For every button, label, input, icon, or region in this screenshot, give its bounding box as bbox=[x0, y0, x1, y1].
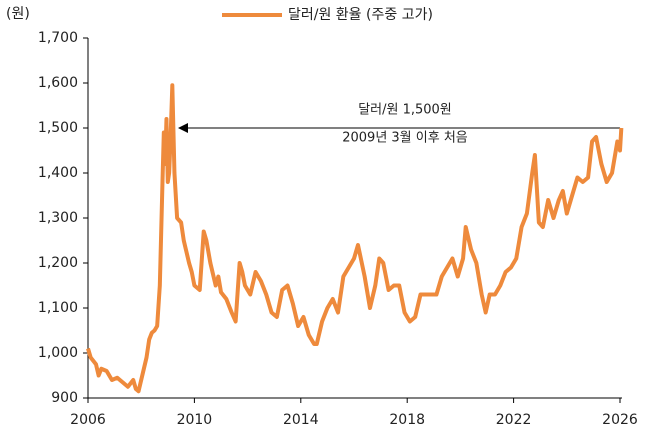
x-tick-label: 2010 bbox=[177, 412, 213, 428]
y-tick-label: 1,700 bbox=[38, 30, 78, 46]
arrow-head bbox=[178, 123, 188, 133]
y-tick-label: 1,500 bbox=[38, 120, 78, 136]
x-tick-label: 2022 bbox=[496, 412, 532, 428]
annotation: 달러/원 1,500원 bbox=[358, 103, 452, 118]
line-series bbox=[86, 83, 624, 394]
y-tick-label: 1,600 bbox=[38, 75, 78, 91]
x-tick-label: 2006 bbox=[70, 412, 106, 428]
y-tick-label: 1,100 bbox=[38, 300, 78, 316]
y-tick-label: 1,200 bbox=[38, 255, 78, 271]
y-tick-label: 900 bbox=[51, 390, 78, 406]
y-tick-label: 1,400 bbox=[38, 165, 78, 181]
y-axis-label: (원) bbox=[6, 6, 30, 22]
y-tick-label: 1,000 bbox=[38, 345, 78, 361]
x-tick-label: 2018 bbox=[389, 412, 425, 428]
x-tick-label: 2014 bbox=[283, 412, 319, 428]
legend-label: 달러/원 환율 (주중 고가) bbox=[288, 7, 433, 23]
y-tick-label: 1,300 bbox=[38, 210, 78, 226]
x-tick-label: 2026 bbox=[602, 412, 638, 428]
annotation: 2009년 3월 이후 처음 bbox=[342, 131, 468, 146]
